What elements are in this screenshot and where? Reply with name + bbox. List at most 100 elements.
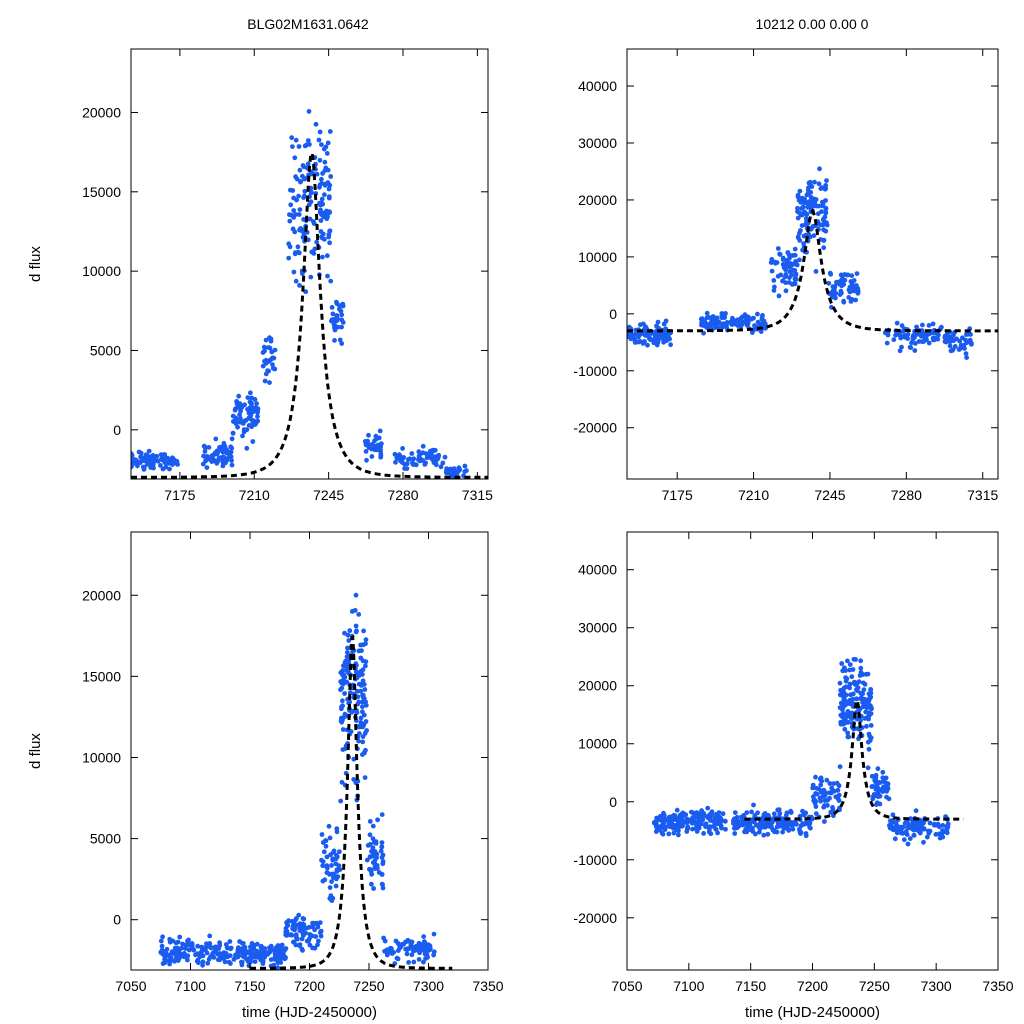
data-point xyxy=(797,238,803,243)
data-point xyxy=(698,812,704,818)
data-point xyxy=(317,182,323,188)
model-fit-curve xyxy=(627,208,998,333)
data-point xyxy=(161,952,167,958)
x-tick-label: 7100 xyxy=(673,978,704,994)
data-point xyxy=(304,925,310,931)
data-point xyxy=(225,450,231,456)
data-point xyxy=(220,463,226,469)
data-point xyxy=(838,721,844,727)
data-point xyxy=(356,612,362,617)
data-point xyxy=(287,218,293,224)
data-point xyxy=(296,912,302,918)
data-point xyxy=(320,863,326,869)
data-point xyxy=(345,632,351,638)
y-tick-label: 40000 xyxy=(578,78,617,94)
data-point xyxy=(235,953,241,959)
data-point xyxy=(947,343,953,349)
data-point xyxy=(704,325,709,330)
data-point xyxy=(743,317,749,323)
data-point xyxy=(326,823,332,829)
data-point xyxy=(777,811,783,816)
data-point xyxy=(201,453,207,459)
data-point xyxy=(252,397,258,402)
data-point xyxy=(340,727,346,732)
data-point xyxy=(912,341,918,346)
data-point xyxy=(360,752,365,757)
x-tick-label: 7175 xyxy=(164,487,195,503)
data-point xyxy=(848,692,853,698)
data-point xyxy=(681,811,687,817)
data-point xyxy=(442,454,448,460)
data-point xyxy=(782,274,788,280)
data-point xyxy=(296,193,301,199)
data-point xyxy=(369,454,375,459)
data-point xyxy=(409,952,415,958)
data-point xyxy=(328,278,334,284)
data-point xyxy=(161,949,167,955)
data-point xyxy=(400,446,405,451)
y-tick-label: 0 xyxy=(609,794,617,810)
data-point xyxy=(248,959,254,965)
data-points xyxy=(158,592,437,970)
data-point xyxy=(705,805,711,811)
data-point xyxy=(849,674,855,680)
x-tick-label: 7210 xyxy=(738,487,769,503)
data-point xyxy=(668,342,673,348)
data-point xyxy=(858,665,864,671)
x-tick-label: 7200 xyxy=(797,978,828,994)
data-point xyxy=(342,691,347,696)
x-tick-label: 7150 xyxy=(735,978,766,994)
data-point xyxy=(328,174,334,179)
data-point xyxy=(300,933,306,938)
data-point xyxy=(801,233,807,239)
y-tick-label: 20000 xyxy=(82,587,121,603)
data-point xyxy=(263,371,269,377)
data-point xyxy=(227,939,233,944)
data-point xyxy=(314,171,320,177)
data-point xyxy=(242,949,248,955)
data-point xyxy=(337,337,343,343)
data-point xyxy=(701,831,706,836)
data-point xyxy=(420,443,426,449)
data-point xyxy=(791,268,797,274)
data-point xyxy=(911,832,917,838)
data-point xyxy=(224,456,230,462)
data-point xyxy=(810,782,816,788)
data-point xyxy=(398,944,404,949)
data-point xyxy=(366,432,371,438)
data-point xyxy=(856,679,862,685)
data-point xyxy=(277,953,283,958)
data-point xyxy=(846,734,852,740)
data-point xyxy=(854,696,860,702)
data-point xyxy=(251,405,257,411)
y-tick-label: 30000 xyxy=(578,620,617,636)
data-point xyxy=(324,870,330,875)
data-point xyxy=(327,885,333,890)
data-point xyxy=(322,168,328,173)
data-point xyxy=(411,461,417,467)
data-point xyxy=(267,345,273,351)
data-point xyxy=(840,711,846,716)
data-point xyxy=(222,959,228,965)
data-point xyxy=(780,278,785,284)
data-point xyxy=(141,465,147,471)
data-point xyxy=(373,446,379,452)
data-point xyxy=(926,828,931,834)
panel-bottom-right: 7050 7100 7150 7200 7250 7300 7350 -20000 -10000… xyxy=(573,531,1014,1021)
data-point xyxy=(942,339,948,344)
data-point xyxy=(660,831,666,837)
data-point xyxy=(247,405,252,411)
data-point xyxy=(752,813,758,818)
data-point xyxy=(839,661,845,666)
data-point xyxy=(715,325,721,331)
data-point xyxy=(850,667,856,672)
data-point xyxy=(319,212,324,217)
data-point xyxy=(935,821,941,827)
data-point xyxy=(967,337,973,343)
data-point xyxy=(655,319,661,325)
data-point xyxy=(837,805,842,811)
data-point xyxy=(297,227,302,233)
data-point xyxy=(255,410,260,415)
y-axis-title: d flux xyxy=(27,733,44,769)
data-point xyxy=(912,348,918,353)
